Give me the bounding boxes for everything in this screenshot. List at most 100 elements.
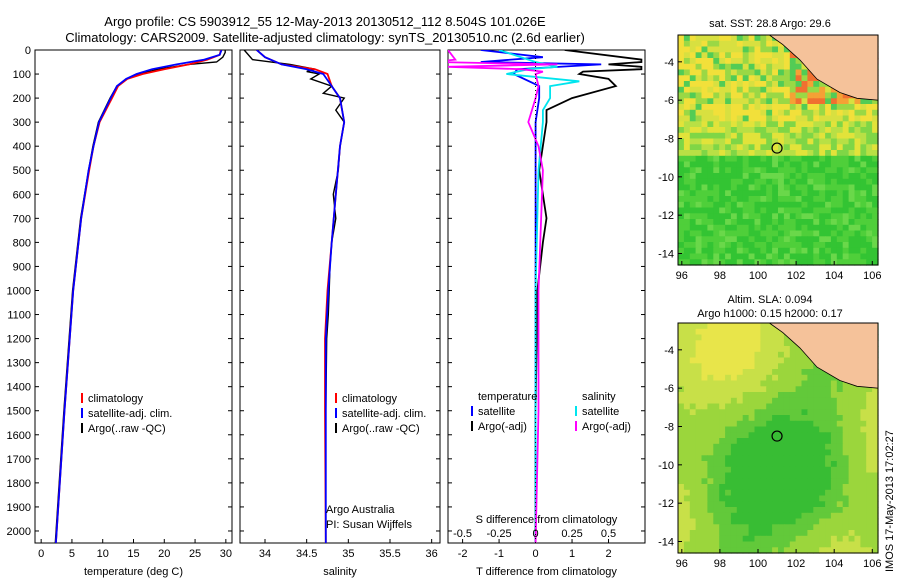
map-cell	[842, 455, 850, 462]
map-cell	[766, 236, 773, 243]
map-cell	[789, 115, 797, 122]
map-cell	[689, 426, 697, 433]
map-cell	[854, 201, 861, 209]
map-cell	[689, 132, 697, 140]
map-cell	[819, 420, 826, 428]
map-cell	[860, 150, 867, 157]
map-cell	[695, 328, 703, 336]
map-cell	[754, 501, 761, 508]
map-cell	[772, 63, 779, 71]
map-x-tick-label: 104	[825, 558, 843, 570]
map-cell	[760, 178, 767, 186]
map-y-tick-label: -4	[664, 57, 674, 69]
map-cell	[813, 115, 820, 122]
map-cell	[860, 121, 867, 128]
map-cell	[678, 484, 685, 491]
map-cell	[678, 201, 685, 209]
map-cell	[719, 173, 726, 180]
map-cell	[866, 438, 873, 445]
map-cell	[683, 178, 691, 186]
map-cell	[842, 478, 850, 485]
map-cell	[836, 484, 844, 491]
map-cell	[842, 213, 850, 220]
map-cell	[678, 259, 685, 266]
x-tick-label-temperature: 30	[220, 548, 232, 560]
map-cell	[754, 489, 761, 497]
map-cell	[713, 426, 720, 433]
map-cell	[725, 46, 732, 53]
map-cell	[866, 259, 873, 266]
map-x-tick-label: 104	[825, 270, 843, 282]
map-cell	[854, 115, 861, 122]
map-cell	[683, 524, 691, 531]
map-cell	[842, 409, 850, 416]
map-cell	[683, 224, 691, 232]
map-cell	[813, 259, 820, 266]
map-cell	[683, 58, 691, 65]
map-cell	[695, 535, 703, 543]
map-cell	[772, 357, 779, 364]
map-cell	[825, 92, 832, 99]
x-tick-label-temperature: 0	[38, 548, 44, 560]
map-cell	[730, 524, 738, 531]
map-cell	[795, 409, 803, 416]
map-cell	[848, 144, 856, 151]
map-cell	[783, 201, 791, 209]
map-cell	[842, 167, 850, 174]
map-cell	[848, 167, 856, 174]
map-cell	[783, 86, 791, 94]
y-tick-label: 900	[13, 261, 31, 273]
map-cell	[807, 213, 814, 220]
map-cell	[819, 484, 826, 491]
map-cell	[848, 415, 856, 422]
map-cell	[754, 323, 761, 330]
map-cell	[872, 501, 879, 508]
map-cell	[707, 420, 714, 428]
map-cell	[760, 455, 767, 462]
map-cell	[766, 461, 773, 468]
map-cell	[872, 167, 879, 174]
map-cell	[807, 190, 814, 197]
map-cell	[760, 219, 767, 226]
map-cell	[872, 127, 879, 134]
map-cell	[830, 507, 838, 514]
map-cell	[730, 127, 738, 134]
map-cell	[872, 426, 879, 433]
map-cell	[713, 86, 720, 94]
map-cell	[848, 449, 856, 456]
map-cell	[683, 426, 691, 433]
map-cell	[713, 518, 720, 525]
map-cell	[848, 535, 856, 543]
map-cell	[866, 236, 873, 243]
map-cell	[807, 144, 814, 151]
map-cell	[819, 386, 826, 393]
map-cell	[801, 478, 808, 485]
map-cell	[848, 236, 856, 243]
map-cell	[754, 98, 761, 105]
map-cell	[719, 253, 726, 260]
map-cell	[860, 224, 867, 232]
map-cell	[789, 247, 797, 255]
map-cell	[736, 184, 744, 191]
map-cell	[707, 363, 714, 370]
map-cell	[766, 161, 773, 168]
map-cell	[725, 380, 732, 387]
map-cell	[725, 489, 732, 497]
map-cell	[730, 224, 738, 232]
map-cell	[860, 247, 867, 255]
map-cell	[819, 530, 826, 537]
map-cell	[830, 512, 838, 520]
map-cell	[766, 346, 773, 353]
map-cell	[789, 207, 797, 214]
map-cell	[725, 230, 732, 237]
map-cell	[842, 541, 850, 548]
map-cell	[807, 409, 814, 416]
map-cell	[860, 138, 867, 145]
map-cell	[872, 478, 879, 485]
map-cell	[701, 380, 708, 387]
map-cell	[707, 409, 714, 416]
map-cell	[783, 357, 791, 364]
map-cell	[813, 535, 820, 543]
map-cell	[689, 535, 697, 543]
map-cell	[689, 466, 697, 474]
